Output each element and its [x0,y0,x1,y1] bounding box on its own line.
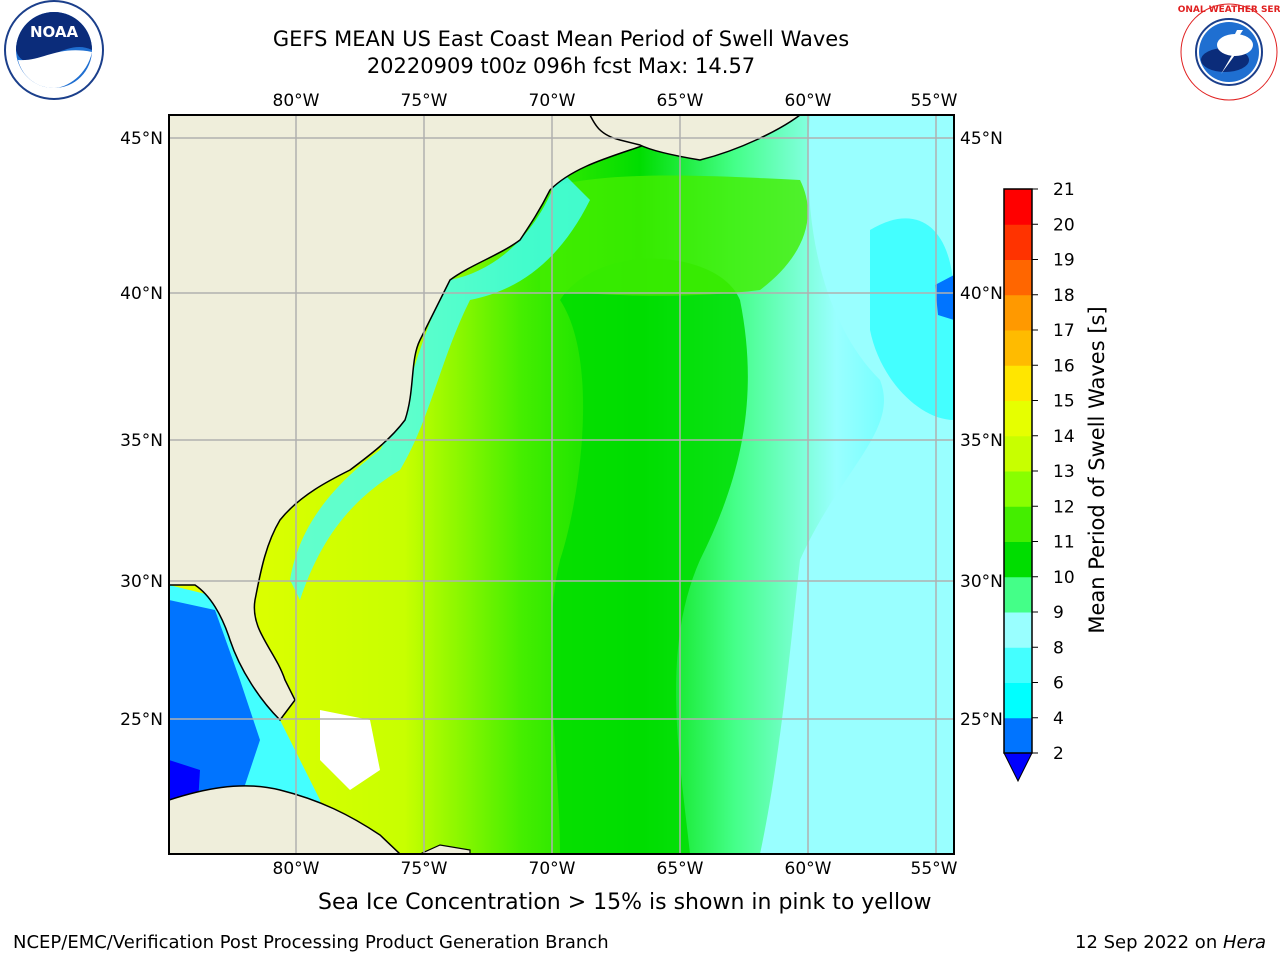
colorbar-tick-label: 4 [1053,709,1064,729]
sea-ice-note: Sea Ice Concentration > 15% is shown in … [318,890,932,915]
lon-tick-label: 75°W [401,859,448,879]
noaa-logo: NOAA [4,0,104,100]
colorbar-segment [1004,294,1032,331]
lon-tick-label: 65°W [657,859,704,879]
chart-title: GEFS MEAN US East Coast Mean Period of S… [272,27,850,51]
lat-tick-label: 40°N [960,284,1003,304]
swell-east-lower [870,218,954,420]
lon-tick-label: 80°W [273,91,320,111]
colorbar-tick-label: 14 [1053,427,1075,447]
colorbar-segment [1004,717,1032,754]
colorbar-segment [1004,435,1032,472]
colorbar-extend-triangle [1003,752,1033,783]
map-area [169,115,954,854]
footer-date-text: 12 Sep 2022 on [1075,932,1223,953]
lon-tick-label: 70°W [529,91,576,111]
lat-labels-left: 45°N 40°N 35°N 30°N 25°N [120,129,163,730]
colorbar-tick-label: 20 [1053,215,1075,235]
colorbar-tick-label: 8 [1053,638,1064,658]
colorbar-tick-label: 10 [1053,568,1075,588]
colorbar-tick-label: 9 [1053,603,1064,623]
colorbar-tick-label: 21 [1053,180,1075,200]
colorbar-tick-label: 16 [1053,356,1075,376]
colorbar-tick-label: 18 [1053,286,1075,306]
map-frame [168,114,955,855]
colorbar-tick-label: 11 [1053,533,1075,553]
nws-logo-text: NATIONAL WEATHER SERVICE [1177,5,1280,15]
colorbar-tick-label: 15 [1053,392,1075,412]
colorbar-segment [1004,400,1032,437]
colorbar-tick-label: 13 [1053,462,1075,482]
colorbar-segment [1004,506,1032,542]
land-north-america [169,115,701,722]
nws-logo: NATIONAL WEATHER SERVICE [1177,2,1280,102]
lat-tick-label: 45°N [960,129,1003,149]
colorbar-segment [1004,682,1032,719]
colorbar-segment [1004,224,1032,260]
lon-tick-label: 60°W [785,91,832,111]
colorbar-segment [1004,365,1032,401]
lon-tick-label: 60°W [785,859,832,879]
lat-labels-right: 45°N 40°N 35°N 30°N 25°N [960,129,1003,730]
colorbar-tick-label: 6 [1053,674,1064,694]
colorbar-tick-label: 19 [1053,251,1075,271]
colorbar-label: Mean Period of Swell Waves [s] [1085,306,1109,634]
footer-date: 12 Sep 2022 on Hera [1075,932,1266,953]
lon-tick-label: 70°W [529,859,576,879]
chart-subtitle: 20220909 t00z 096h fcst Max: 14.57 [366,54,756,78]
lon-tick-label: 75°W [401,91,448,111]
lon-tick-label: 55°W [911,859,958,879]
lat-tick-label: 30°N [960,572,1003,592]
lon-tick-label: 65°W [657,91,704,111]
lat-tick-label: 25°N [120,710,163,730]
colorbar-segment [1004,330,1032,366]
lon-labels-top: 80°W 75°W 70°W 65°W 60°W 55°W [273,91,958,111]
coastal-band [290,170,590,600]
lat-tick-label: 35°N [960,431,1003,451]
colorbar-segment [1004,612,1032,648]
colorbar: 2 4 6 8 9 10 11 12 13 14 15 16 17 18 19 20 21 [1003,180,1075,783]
colorbar-tick-label: 17 [1053,321,1075,341]
colorbar-segment [1004,259,1032,296]
lon-labels-bottom: 80°W 75°W 70°W 65°W 60°W 55°W [273,859,958,879]
swell-east-patch [935,275,954,320]
colorbar-tick-label: 12 [1053,497,1075,517]
map-gridlines [169,115,954,854]
lat-tick-label: 35°N [120,431,163,451]
bahamas-mask [320,710,380,790]
noaa-logo-text: NOAA [30,23,79,41]
colorbar-segment [1004,541,1032,578]
footer-host: Hera [1222,932,1266,953]
colorbar-segment [1004,471,1032,507]
lat-tick-label: 40°N [120,284,163,304]
swell-core-band [551,258,748,854]
colorbar-segment [1004,647,1032,683]
land-hispaniola [419,844,471,854]
land-cuba [169,785,402,854]
colorbar-segment [1004,576,1032,613]
lat-tick-label: 25°N [960,710,1003,730]
lat-tick-label: 45°N [120,129,163,149]
lat-tick-label: 30°N [120,572,163,592]
lon-tick-label: 80°W [273,859,320,879]
colorbar-segment [1004,189,1032,225]
lon-tick-label: 55°W [911,91,958,111]
footer-credit: NCEP/EMC/Verification Post Processing Pr… [13,932,609,953]
swell-north-band [540,175,808,296]
colorbar-tick-label: 2 [1053,744,1064,764]
